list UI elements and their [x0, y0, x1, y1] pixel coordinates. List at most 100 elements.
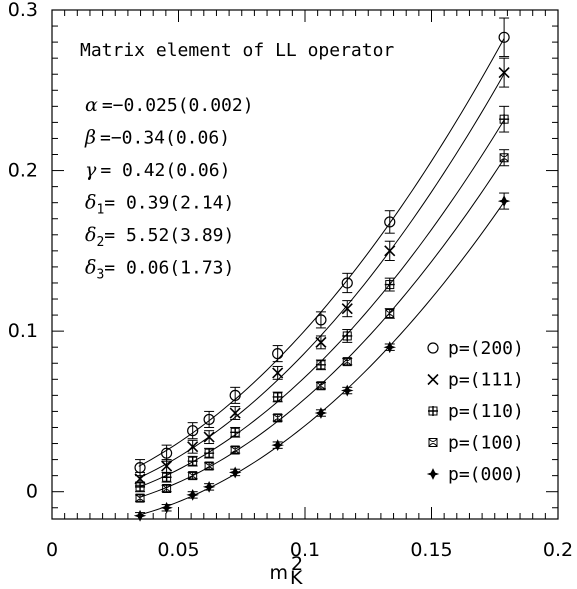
data-point — [188, 471, 198, 481]
data-point — [341, 277, 353, 289]
x-tick-label: 0.05 — [157, 539, 199, 561]
error-bar — [315, 311, 326, 329]
fit-parameter: α =−0.025(0.002) — [85, 94, 254, 116]
legend-marker — [426, 468, 440, 480]
data-point — [161, 447, 173, 459]
marker-plus — [428, 406, 438, 416]
marker-circle — [161, 447, 173, 459]
marker-circle — [203, 413, 215, 426]
data-point — [341, 303, 353, 315]
data-point — [162, 483, 172, 493]
data-point — [203, 413, 215, 426]
marker-plus — [204, 448, 215, 459]
data-point — [272, 367, 284, 379]
x-tick-label: 0 — [46, 539, 58, 561]
data-point — [230, 445, 240, 455]
data-point — [203, 431, 215, 443]
axis-ticks — [51, 9, 559, 519]
data-point — [315, 314, 327, 326]
data-point — [273, 413, 283, 423]
y-tick-label: 0 — [26, 481, 38, 503]
marker-cbox — [230, 445, 240, 455]
marker-x — [272, 367, 284, 379]
marker-cbox — [273, 413, 283, 423]
marker-x — [427, 373, 439, 386]
marker-x — [187, 441, 199, 453]
data-point — [384, 245, 396, 257]
marker-circle — [229, 389, 241, 401]
legend-marker — [428, 406, 438, 416]
legend-item: p=(110) — [428, 401, 524, 422]
fit-curve — [138, 158, 505, 499]
data-point — [204, 448, 215, 459]
data-point — [384, 279, 395, 290]
fit-parameter: δ3= 0.06(1.73) — [85, 257, 234, 283]
data-point — [314, 407, 328, 419]
data-point — [202, 480, 216, 493]
marker-circle — [427, 342, 439, 354]
marker-cbox — [162, 483, 172, 493]
series-p=(000) — [133, 192, 511, 522]
y-tick-label: 0.1 — [8, 320, 38, 342]
legend-item: p=(111) — [427, 370, 524, 391]
marker-plus — [342, 330, 353, 341]
data-point — [342, 330, 353, 341]
marker-cbox — [499, 153, 509, 163]
marker-cbox — [204, 461, 214, 471]
data-point — [161, 472, 172, 483]
marker-x — [315, 336, 327, 348]
data-point — [498, 31, 510, 43]
series-p=(110) — [135, 105, 510, 493]
data-point — [499, 153, 509, 163]
legend-label: p=(000) — [448, 464, 524, 485]
data-point — [272, 391, 283, 402]
marker-star — [314, 407, 328, 419]
error-bar — [272, 345, 283, 363]
data-point — [133, 509, 147, 522]
marker-circle — [272, 348, 284, 360]
legend-item: p=(100) — [428, 433, 524, 454]
data-point — [340, 384, 354, 397]
marker-cbox — [135, 493, 145, 503]
legend-marker — [428, 438, 438, 447]
marker-circle — [384, 216, 396, 228]
data-point — [186, 489, 199, 501]
series-p=(200) — [134, 17, 510, 477]
x-axis-label-sub: K — [290, 567, 303, 589]
marker-circle — [315, 314, 327, 326]
data-point — [315, 336, 327, 348]
marker-cbox — [428, 438, 438, 447]
fit-parameters: α =−0.025(0.002) β =−0.34(0.06) γ = 0.42(0.06… — [84, 94, 254, 283]
marker-star — [160, 501, 173, 514]
data-point — [228, 466, 242, 479]
data-point — [385, 308, 395, 318]
x-tick-label: 0.1 — [290, 539, 320, 561]
error-bar — [384, 308, 395, 319]
series-p=(100) — [135, 149, 510, 503]
data-point — [135, 481, 146, 492]
marker-star — [340, 384, 354, 397]
marker-star — [133, 509, 147, 522]
chart-title: Matrix element of LL operator — [80, 40, 394, 61]
legend: p=(200) p=(111) p=(110) p=(100) p=(000) — [426, 338, 524, 485]
marker-star — [497, 195, 511, 207]
fit-parameter: δ2= 5.52(3.89) — [85, 224, 234, 250]
marker-circle — [187, 425, 199, 437]
data-point — [498, 67, 510, 79]
legend-marker — [427, 342, 439, 354]
legend-item: p=(200) — [427, 338, 524, 359]
x-tick-label: 0.15 — [410, 539, 452, 561]
marker-plus — [315, 359, 326, 370]
marker-star — [228, 466, 242, 479]
data-point — [271, 439, 284, 452]
error-bar — [230, 386, 241, 404]
data-point — [204, 461, 214, 471]
marker-x — [341, 303, 353, 315]
marker-plus — [230, 427, 241, 438]
marker-cbox — [342, 357, 352, 367]
error-bar — [204, 410, 215, 428]
marker-circle — [498, 31, 510, 43]
marker-star — [426, 468, 440, 480]
marker-plus — [272, 391, 283, 402]
